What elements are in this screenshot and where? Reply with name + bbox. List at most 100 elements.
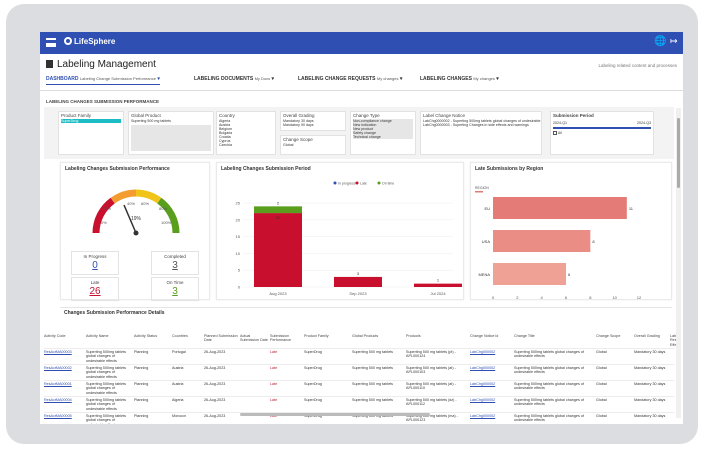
filter-option[interactable]: Algeria — [219, 119, 231, 123]
filter-option[interactable]: SuperDrug — [61, 119, 121, 123]
tab-change-requests[interactable]: LABELING CHANGE REQUESTS My changes ▾ — [298, 76, 403, 82]
table-cell[interactable]: ResActMA00005 — [44, 414, 72, 418]
table-cell: Superting 500 mg tablets (at) - APL00010… — [406, 366, 456, 375]
gauge-label-0: 0% — [101, 220, 107, 225]
column-header[interactable]: Countries — [172, 334, 188, 338]
bar-late[interactable] — [414, 283, 462, 287]
divider — [40, 90, 683, 91]
filter-submission-period[interactable]: Submission Period 2024-Q1 2024-Q3 All — [550, 111, 654, 155]
kpi-completed[interactable]: Completed 3 — [151, 251, 199, 275]
table-cell: SuperDrug — [304, 350, 322, 354]
table-cell[interactable]: LabChg000002 — [470, 350, 496, 354]
filter-option[interactable]: Superting 500 mg tablets — [131, 119, 171, 123]
filter-label-change-notice[interactable]: Label Change Notice LabChg0000002 - Supe… — [420, 111, 542, 155]
logout-icon[interactable]: ↦ — [670, 36, 678, 46]
table-cell[interactable]: ResActMA00003 — [44, 350, 72, 354]
kpi-value[interactable]: 26 — [89, 286, 101, 297]
filter-option[interactable]: Cyprus — [219, 139, 231, 143]
kpi-late[interactable]: Late 26 — [71, 277, 119, 301]
table-cell: Superting 500 mg tablets (at) - APL00011… — [406, 382, 456, 391]
bar-usa[interactable] — [493, 230, 591, 252]
kpi-in-progress[interactable]: In Progress 0 — [71, 251, 119, 275]
horizontal-scrollbar[interactable] — [240, 413, 430, 416]
filter-label: Label Change Notice — [423, 113, 466, 118]
filter-option[interactable]: Belgium — [219, 127, 232, 131]
filter-option[interactable]: Global — [283, 143, 294, 147]
table-cell: 26-Aug-2023 — [204, 366, 226, 370]
kpi-label: Completed — [164, 254, 186, 259]
table-cell: Superting 500 mg tablets (pt) - APL00012… — [406, 350, 456, 359]
globe-icon[interactable]: 🌐 — [654, 36, 667, 47]
x-tick-label: 6 — [565, 295, 568, 300]
filter-option[interactable]: New indication — [353, 123, 377, 127]
bar-mena[interactable] — [493, 263, 566, 285]
filter-option[interactable]: Czechia — [219, 143, 232, 147]
filter-change-scope[interactable]: Change Scope Global — [280, 135, 346, 155]
table-cell[interactable]: ResActMA00004 — [44, 398, 72, 402]
all-checkbox[interactable] — [553, 131, 557, 135]
filter-option[interactable]: Croatia — [219, 135, 231, 139]
filter-option[interactable]: Mandatory 30 days — [283, 119, 314, 123]
gauge-value: 19% — [131, 216, 142, 222]
filter-option[interactable]: LabChg0000002 - Superting 500mg tablets … — [423, 119, 541, 123]
filter-option[interactable]: Bulgaria — [219, 131, 233, 135]
table-cell: Planning — [134, 366, 149, 370]
all-label: All — [557, 131, 562, 135]
table-cell[interactable]: LabChg000002 — [470, 414, 496, 418]
column-header[interactable]: Products — [406, 334, 421, 338]
y-tick-label: 25 — [236, 201, 241, 206]
tab-labeling-documents[interactable]: LABELING DOCUMENTS My Docs ▾ — [194, 76, 275, 82]
menu-icon[interactable] — [46, 38, 56, 47]
filter-option[interactable]: New product — [353, 127, 374, 131]
filter-option[interactable]: Non-compliance change — [353, 119, 392, 123]
vertical-scrollbar[interactable] — [676, 108, 681, 418]
column-header[interactable]: Actual Submission Date — [240, 334, 268, 343]
table-cell[interactable]: LabChg000002 — [470, 366, 496, 370]
kpi-on-time[interactable]: On Time 3 — [151, 277, 199, 301]
period-slider[interactable] — [553, 127, 651, 129]
tab-dashboard[interactable]: DASHBOARD Labeling Change Submission Per… — [46, 76, 160, 85]
column-header[interactable]: Submission Performance — [270, 334, 292, 343]
filter-option[interactable]: Safety change — [353, 131, 376, 135]
related-link[interactable]: Labeling related content and processes — [598, 63, 677, 68]
column-header[interactable]: Activity Name — [86, 334, 109, 338]
filter-global-product[interactable]: Global Product Superting 500 mg tablets — [128, 111, 214, 155]
table-cell[interactable]: ResActMA00002 — [44, 366, 72, 370]
tab-labeling-changes[interactable]: LABELING CHANGES My changes ▾ — [420, 76, 499, 82]
column-header[interactable]: Planned Submission Date — [204, 334, 238, 343]
column-header[interactable]: Change Title — [514, 334, 535, 338]
column-header[interactable]: Label Respo Effecti — [670, 334, 681, 347]
filter-product-family[interactable]: Product Family SuperDrug — [58, 111, 124, 155]
filter-change-type[interactable]: Change Type Non-compliance change New in… — [350, 111, 416, 155]
filter-option[interactable]: Austria — [219, 123, 231, 127]
table-cell: 26-Aug-2023 — [204, 350, 226, 354]
column-header[interactable]: Change Notice id — [470, 334, 499, 338]
table-cell[interactable]: LabChg000002 — [470, 382, 496, 386]
column-header[interactable]: Activity Code — [44, 334, 66, 338]
table-cell[interactable]: LabChg000002 — [470, 398, 496, 402]
column-header[interactable]: Global Products — [352, 334, 379, 338]
row-divider — [44, 412, 674, 413]
kpi-value[interactable]: 3 — [172, 286, 178, 297]
filter-option[interactable]: Mandatory 90 days — [283, 123, 314, 127]
tab-sub: Labeling Change Submission Performance — [79, 76, 156, 81]
y-tick-label: USA — [482, 239, 491, 244]
table-cell: Late — [270, 366, 278, 370]
kpi-value[interactable]: 3 — [172, 260, 178, 271]
bar-on-time[interactable] — [254, 206, 302, 214]
legend-label: In progress — [338, 182, 356, 186]
column-header[interactable]: Change Scope — [596, 334, 621, 338]
bar-eu[interactable] — [493, 197, 627, 219]
filter-overall-grading[interactable]: Overall Grading Mandatory 30 days Mandato… — [280, 111, 346, 131]
column-header[interactable]: Overall Grading — [634, 334, 660, 338]
column-header[interactable]: Activity Status — [134, 334, 158, 338]
table-cell[interactable]: ResActMA00001 — [44, 382, 72, 386]
bar-late[interactable] — [334, 276, 382, 287]
bar-late[interactable] — [254, 213, 302, 287]
scroll-thumb[interactable] — [677, 118, 680, 188]
filter-option[interactable]: LabChg0000003 - Superting Changes in sid… — [423, 123, 529, 127]
filter-country[interactable]: Country Algeria Austria Belgium Bulgaria… — [216, 111, 276, 155]
kpi-value[interactable]: 0 — [92, 260, 98, 271]
filter-option[interactable]: Technical change — [353, 135, 381, 139]
column-header[interactable]: Product Family — [304, 334, 329, 338]
